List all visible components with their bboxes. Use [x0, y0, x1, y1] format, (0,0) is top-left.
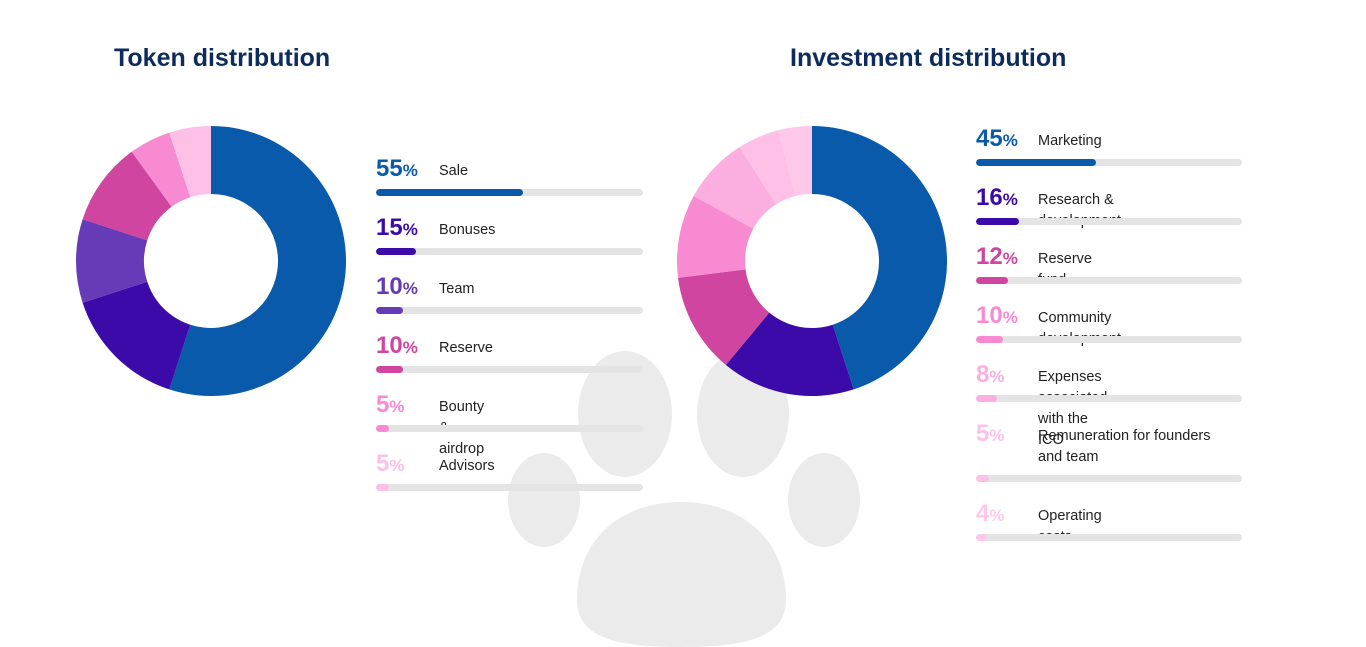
progress-fill — [376, 189, 523, 196]
legend-label: Team — [439, 281, 475, 297]
progress-fill — [976, 475, 990, 482]
progress-fill — [376, 307, 403, 314]
percent-sign: % — [389, 397, 405, 416]
percent-number: 10 — [376, 273, 403, 300]
legend-label: Remuneration for founders and team — [1038, 428, 1211, 465]
percent-number: 5 — [976, 420, 990, 447]
percent-value: 16% — [976, 185, 1018, 213]
percent-number: 4 — [976, 500, 990, 527]
progress-track — [376, 425, 643, 432]
donut-slice-advisors — [169, 126, 211, 198]
donut-slice-marketing — [812, 126, 947, 390]
progress-fill — [976, 395, 998, 402]
percent-number: 10 — [976, 302, 1003, 329]
percent-value: 5% — [376, 451, 404, 479]
progress-track — [376, 189, 643, 196]
percent-value: 55% — [376, 156, 418, 184]
progress-fill — [376, 366, 403, 373]
percent-value: 5% — [976, 421, 1004, 449]
percent-number: 12 — [976, 243, 1003, 270]
percent-value: 10% — [376, 333, 418, 361]
legend-label: Operating costs — [1038, 508, 1102, 545]
legend-label: Community development — [1038, 310, 1121, 347]
progress-track — [976, 277, 1242, 284]
percent-value: 12% — [976, 244, 1018, 272]
percent-value: 45% — [976, 126, 1018, 154]
progress-track — [976, 475, 1242, 482]
progress-track — [976, 395, 1242, 402]
donut-slice-research-development — [725, 312, 854, 396]
paw-pad — [577, 502, 786, 647]
legend-label: Bonuses — [439, 222, 496, 238]
percent-number: 55 — [376, 155, 403, 182]
donut-slice-remuneration-for-founders-and-team — [739, 130, 796, 205]
progress-fill — [976, 159, 1096, 166]
percent-sign: % — [989, 426, 1005, 445]
progress-fill — [376, 484, 390, 491]
donut-slice-team — [76, 219, 148, 303]
percent-sign: % — [1002, 131, 1018, 150]
donut-slice-community-development — [677, 195, 754, 278]
progress-track — [376, 248, 643, 255]
legend-label: Research & development — [1038, 192, 1121, 229]
donut-slice-operating-costs — [778, 126, 812, 197]
progress-fill — [376, 425, 390, 432]
percent-number: 45 — [976, 125, 1003, 152]
percent-sign: % — [989, 367, 1005, 386]
percent-sign: % — [989, 506, 1005, 525]
percent-sign: % — [389, 456, 405, 475]
percent-sign: % — [402, 279, 418, 298]
legend-label: Reserve — [439, 340, 493, 356]
percent-number: 16 — [976, 184, 1003, 211]
percent-sign: % — [1002, 190, 1018, 209]
percent-sign: % — [402, 161, 418, 180]
investment-distribution-title: Investment distribution — [790, 44, 1067, 72]
donut-slice-sale — [169, 126, 346, 396]
progress-fill — [976, 336, 1003, 343]
percent-value: 10% — [976, 303, 1018, 331]
percent-sign: % — [1002, 249, 1018, 268]
legend-label: Marketing — [1038, 133, 1102, 149]
paw-toe-right — [788, 453, 860, 547]
donut-slice-reserve — [82, 151, 172, 241]
legend-label: Sale — [439, 163, 469, 179]
token-distribution-title: Token distribution — [114, 44, 331, 72]
donut-slice-reserve-fund — [678, 269, 770, 366]
progress-fill — [976, 534, 987, 541]
progress-fill — [976, 277, 1008, 284]
progress-track — [976, 534, 1242, 541]
paw-toe-left — [508, 453, 580, 547]
donut-slice-expenses-associated-with-the-ico — [693, 147, 777, 229]
percent-sign: % — [402, 220, 418, 239]
percent-number: 5 — [376, 450, 390, 477]
percent-sign: % — [402, 338, 418, 357]
token-distribution-donut — [76, 126, 346, 396]
percent-number: 15 — [376, 214, 403, 241]
percent-value: 5% — [376, 392, 404, 420]
percent-number: 8 — [976, 361, 990, 388]
percent-value: 10% — [376, 274, 418, 302]
progress-track — [376, 307, 643, 314]
percent-number: 10 — [376, 332, 403, 359]
progress-track — [376, 484, 643, 491]
progress-track — [976, 159, 1242, 166]
progress-fill — [376, 248, 417, 255]
progress-fill — [976, 218, 1019, 225]
progress-track — [976, 336, 1242, 343]
percent-value: 15% — [376, 215, 418, 243]
progress-track — [976, 218, 1242, 225]
paw-toe-mid-left — [578, 351, 672, 477]
investment-distribution-donut — [677, 126, 947, 396]
legend-label: Advisors — [439, 458, 495, 474]
percent-value: 8% — [976, 362, 1004, 390]
percent-sign: % — [1002, 308, 1018, 327]
progress-track — [376, 366, 643, 373]
donut-slice-bonuses — [82, 281, 191, 390]
percent-value: 4% — [976, 501, 1004, 529]
donut-slice-bounty-airdrop — [131, 132, 191, 207]
legend-label: Reserve fund — [1038, 251, 1092, 288]
percent-number: 5 — [376, 391, 390, 418]
